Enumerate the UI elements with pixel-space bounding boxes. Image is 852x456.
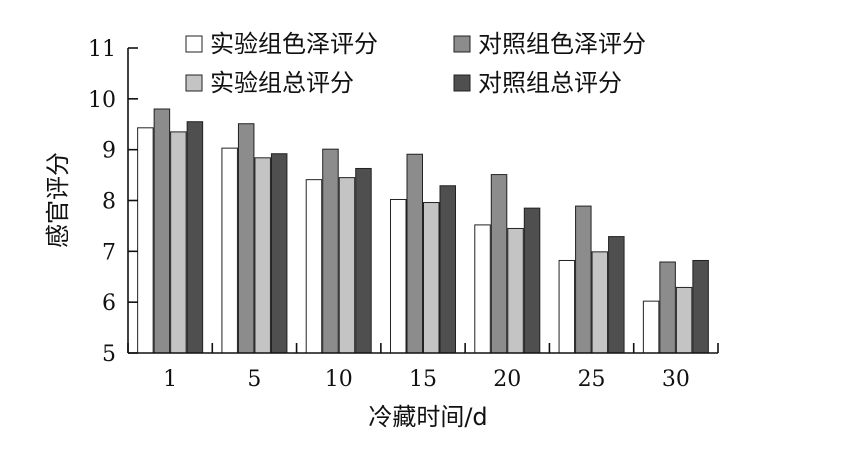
y-tick-label: 10 [88, 88, 116, 113]
bar-series-4-cat-25 [608, 236, 625, 354]
bar-series-1-cat-15 [390, 198, 407, 354]
bar-series-3-cat-30 [675, 286, 693, 354]
bar-series-1-cat-30 [642, 300, 660, 354]
bar-series-1-cat-25 [558, 259, 576, 354]
bar-series-4-cat-15 [439, 185, 456, 354]
bar-series-4-cat-5 [270, 153, 288, 354]
bar-series-2-cat-10 [322, 148, 339, 354]
bar-series-4-cat-20 [523, 207, 541, 354]
x-axis-title: 冷藏时间/d [368, 403, 487, 431]
bar-series-2-cat-25 [575, 205, 592, 354]
legend-label: 实验组色泽评分 [210, 30, 378, 58]
bar-series-4-cat-10 [355, 167, 372, 354]
legend-label: 对照组色泽评分 [478, 30, 646, 58]
y-tick-label: 6 [102, 291, 116, 316]
y-ticks: 5 6 7 8 9 10 11 [88, 37, 138, 367]
bar-series-3-cat-5 [254, 157, 271, 354]
bar-series-2-cat-5 [237, 123, 255, 354]
y-tick-label: 5 [102, 342, 116, 367]
x-tick-label: 1 [163, 367, 177, 392]
bar-series-1-cat-5 [221, 147, 238, 354]
bar-series-3-cat-15 [423, 202, 440, 354]
legend-swatch [185, 74, 203, 92]
legend-swatch [453, 35, 471, 53]
bars-layer [137, 108, 709, 354]
bar-series-1-cat-20 [474, 224, 491, 354]
legend-label: 实验组总评分 [210, 69, 354, 97]
bar-series-1-cat-10 [305, 179, 323, 354]
y-tick-label: 8 [102, 190, 116, 215]
y-axis-title: 感官评分 [44, 152, 72, 248]
bar-series-4-cat-30 [692, 259, 709, 354]
bar-series-2-cat-1 [153, 108, 171, 354]
bar-series-4-cat-1 [186, 121, 204, 354]
bar-series-3-cat-25 [591, 251, 609, 354]
x-tick-label: 5 [247, 367, 261, 392]
x-tick-label: 15 [409, 367, 437, 392]
x-tick-label: 20 [493, 367, 521, 392]
y-tick-label: 7 [102, 240, 116, 265]
y-tick-label: 9 [102, 139, 116, 164]
bar-series-1-cat-1 [137, 127, 154, 354]
x-ticks: 1 5 10 15 20 25 30 [127, 343, 719, 392]
bar-series-2-cat-30 [659, 261, 676, 354]
x-tick-label: 25 [578, 367, 606, 392]
bar-series-2-cat-15 [406, 153, 423, 354]
bar-series-3-cat-1 [170, 131, 187, 354]
x-tick-label: 30 [662, 367, 690, 392]
x-tick-label: 10 [325, 367, 353, 392]
bar-series-3-cat-10 [338, 177, 356, 354]
legend-swatch [453, 74, 471, 92]
legend-swatch [185, 35, 203, 53]
y-tick-label: 11 [88, 37, 116, 62]
bar-series-2-cat-20 [490, 174, 508, 354]
legend-label: 对照组总评分 [478, 69, 622, 97]
bar-series-3-cat-20 [507, 227, 524, 354]
